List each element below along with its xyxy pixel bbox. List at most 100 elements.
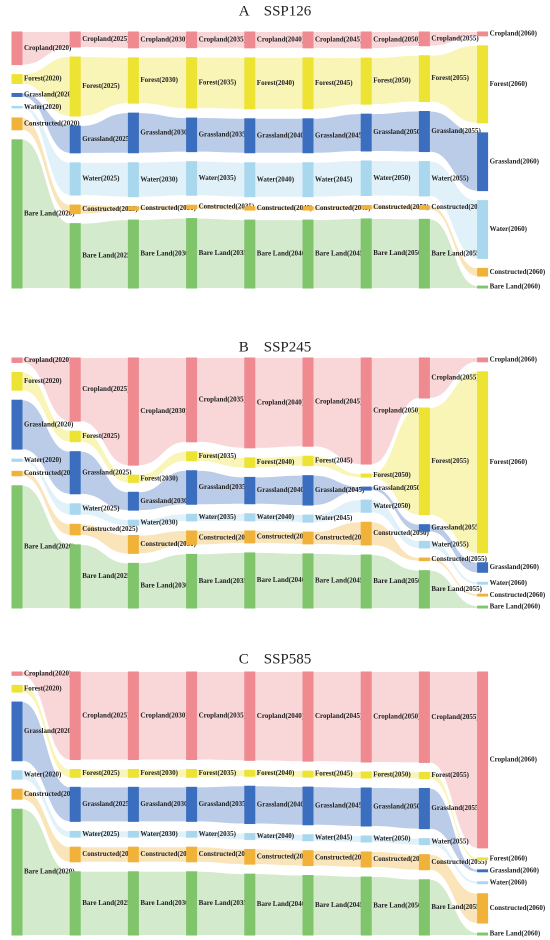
node-label: Constructed(2025) — [82, 205, 138, 213]
flow — [80, 503, 129, 526]
node — [11, 105, 23, 109]
flow — [138, 514, 187, 526]
flow — [371, 554, 420, 608]
node-label: Cropland(2060) — [490, 356, 538, 364]
flow — [196, 847, 245, 865]
node — [302, 455, 314, 467]
flow — [313, 500, 362, 523]
flow — [22, 685, 71, 778]
node — [418, 854, 430, 871]
node — [244, 833, 256, 840]
node — [244, 671, 256, 761]
node-label: Cropland(2030) — [140, 407, 188, 415]
node-label: Cropland(2050) — [373, 407, 421, 415]
flow — [371, 877, 420, 935]
flow — [22, 358, 71, 422]
node — [186, 117, 198, 153]
node — [360, 473, 372, 478]
node-label: Grassland(2055) — [431, 804, 481, 812]
node-label: Grassland(2045) — [315, 131, 365, 139]
node — [302, 850, 314, 867]
flow — [254, 57, 303, 109]
flow — [196, 672, 245, 761]
node — [360, 57, 372, 105]
flow — [254, 672, 303, 762]
flow — [429, 111, 478, 191]
flow — [371, 487, 420, 532]
node — [477, 200, 489, 259]
node-label: Bare Land(2030) — [140, 581, 191, 589]
node — [302, 219, 314, 289]
node — [11, 117, 23, 131]
node — [244, 219, 256, 289]
node-label: Grassland(2040) — [257, 800, 307, 808]
node-label: Bare Land(2025) — [82, 572, 133, 580]
node-label: Cropland(2025) — [82, 385, 130, 393]
node-label: Water(2025) — [82, 830, 120, 838]
panel-title: B SSP245 — [239, 339, 312, 355]
flow — [80, 57, 129, 117]
node — [127, 519, 139, 527]
flow — [313, 218, 362, 288]
node — [127, 31, 139, 49]
flow — [196, 451, 245, 468]
flow — [429, 879, 478, 935]
node — [360, 160, 372, 196]
flow — [371, 160, 420, 196]
flow — [80, 220, 129, 288]
flow — [138, 769, 187, 778]
node-label: Grassland(2040) — [257, 131, 307, 139]
node — [360, 486, 372, 491]
node — [69, 162, 81, 196]
flow — [254, 530, 303, 544]
node-label: Bare Land(2045) — [315, 250, 366, 258]
node-label: Bare Land(2040) — [257, 900, 308, 908]
flow — [196, 530, 245, 545]
flow — [429, 558, 478, 597]
flow — [429, 32, 478, 46]
node — [186, 830, 198, 838]
node-label: Water(2055) — [431, 174, 469, 182]
node-label: Grassland(2020) — [24, 727, 74, 735]
flow — [313, 456, 362, 478]
node-label: Grassland(2060) — [490, 866, 540, 874]
node — [477, 581, 489, 585]
flow — [138, 113, 187, 153]
node — [11, 74, 23, 84]
node — [244, 476, 256, 505]
flow — [313, 160, 362, 197]
node-label: Grassland(2035) — [199, 483, 249, 491]
node — [127, 219, 139, 289]
node — [360, 876, 372, 936]
node — [302, 671, 314, 762]
node — [360, 113, 372, 152]
flow — [429, 788, 478, 872]
flow — [254, 513, 303, 523]
node-label: Water(2020) — [24, 456, 62, 464]
node-label: Grassland(2060) — [490, 563, 540, 571]
node-label: Forest(2060) — [490, 458, 528, 466]
node — [186, 769, 198, 778]
flow — [196, 470, 245, 505]
node-label: Forest(2030) — [140, 76, 178, 84]
flow — [429, 570, 478, 608]
flow — [196, 161, 245, 197]
node — [127, 206, 139, 211]
flow — [313, 672, 362, 762]
node-label: Constructed(2020) — [24, 119, 80, 127]
node-label: Water(2030) — [140, 518, 178, 526]
flow — [371, 852, 420, 870]
node — [11, 139, 23, 289]
node — [360, 357, 372, 465]
node-label: Cropland(2035) — [199, 396, 247, 404]
node — [360, 835, 372, 843]
node-label: Water(2045) — [315, 833, 353, 841]
flow — [22, 789, 71, 862]
node-label: Bare Land(2045) — [315, 577, 366, 585]
node-label: Bare Land(2050) — [373, 249, 424, 257]
node-label: Forest(2040) — [257, 458, 295, 466]
node — [11, 808, 23, 936]
flow — [313, 522, 362, 545]
node-label: Forest(2020) — [24, 377, 62, 385]
node — [477, 285, 489, 289]
